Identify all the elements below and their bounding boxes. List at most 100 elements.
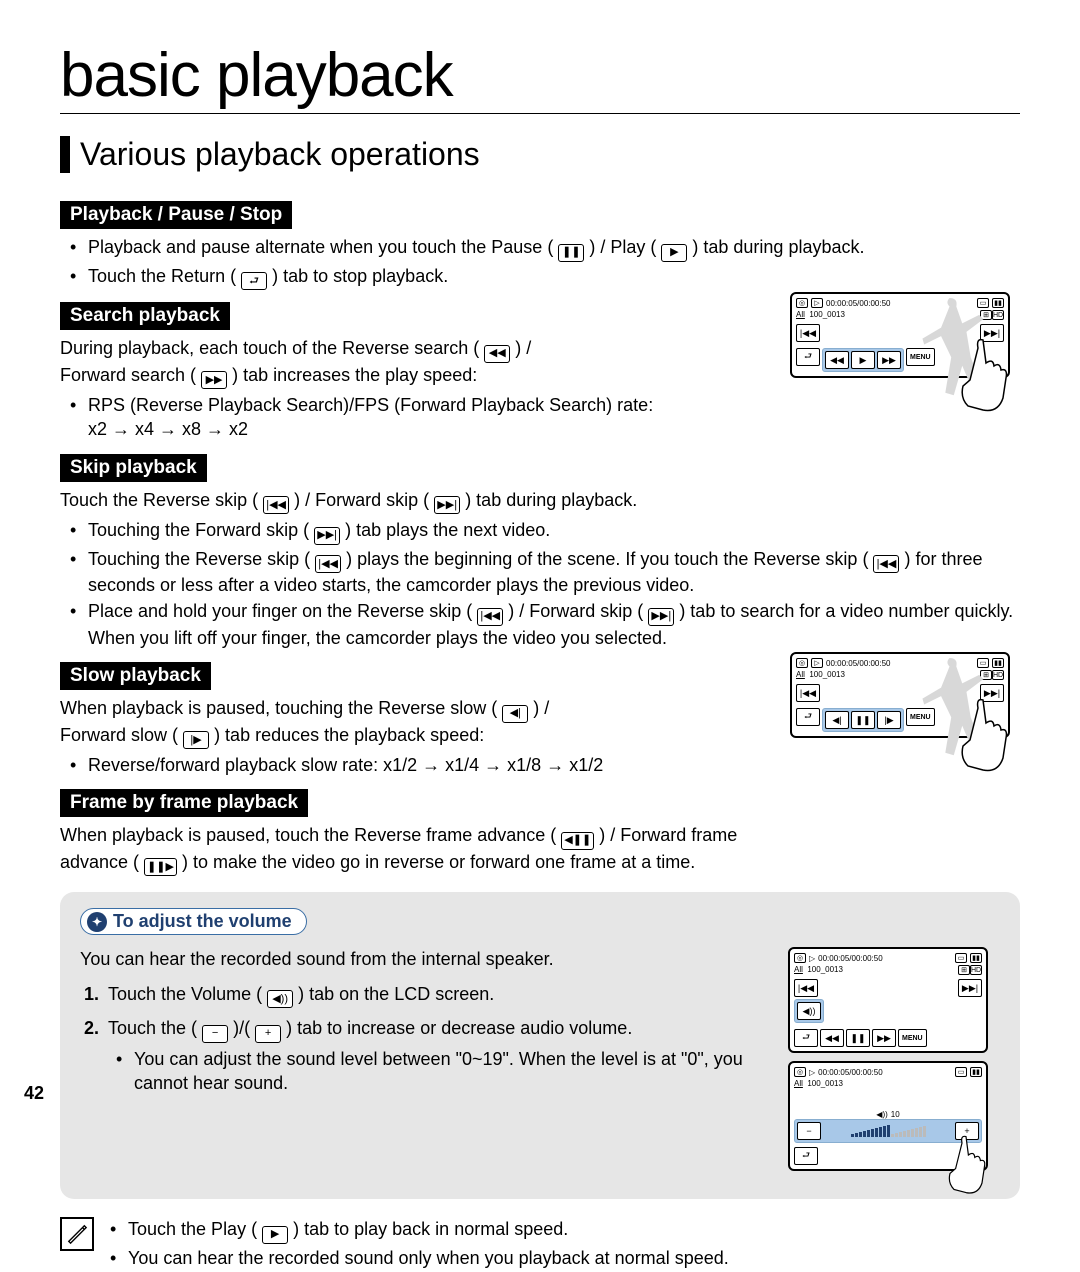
slow-bullet-1: Reverse/forward playback slow rate: x1/2…	[88, 753, 772, 777]
skip-intro: Touch the Reverse skip ( |◀◀ ) / Forward…	[60, 488, 772, 515]
lcd-return-button[interactable]: ⮐	[794, 1147, 818, 1165]
pause-icon: ❚❚	[558, 244, 584, 262]
note-bullet-1: Touch the Play ( ▶ ) tab to play back in…	[128, 1217, 729, 1244]
lcd-time: 00:00:05/00:00:50	[818, 1068, 883, 1077]
vol-readout: ◀))10	[794, 1110, 982, 1119]
reverse-frame-icon: ◀❚❚	[561, 832, 594, 850]
note-row: Touch the Play ( ▶ ) tab to play back in…	[60, 1217, 1020, 1272]
lcd-menu-button[interactable]: MENU	[898, 1029, 927, 1047]
lcd-vol-minus-button[interactable]: −	[797, 1122, 821, 1140]
battery-icon: ▮▮	[970, 1067, 982, 1077]
card-icon: ▭	[955, 1067, 967, 1077]
lcd-rev-search-button[interactable]: ◀◀	[825, 351, 849, 369]
forward-slow-icon: |▶	[183, 731, 209, 749]
skip-bullet-2: Touching the Reverse skip ( |◀◀ ) plays …	[88, 547, 1020, 598]
lcd-search: ◎▷00:00:05/00:00:50 ▭▮▮ All 100_0013⊞HD …	[790, 292, 1010, 378]
reverse-skip-icon: |◀◀	[315, 555, 341, 573]
lcd-return-button[interactable]: ⮐	[794, 1029, 818, 1047]
playpause-bullet-2: Touch the Return ( ⮐ ) tab to stop playb…	[88, 264, 1020, 291]
lcd-rev-search-button[interactable]: ◀◀	[820, 1029, 844, 1047]
lcd-file: 100_0013	[809, 670, 845, 679]
volume-step-2: Touch the ( − )/( + ) tab to increase or…	[108, 1016, 770, 1095]
reverse-search-icon: ◀◀	[484, 345, 510, 363]
subheader-frame: Frame by frame playback	[60, 789, 308, 817]
lcd-prev-button[interactable]: |◀◀	[796, 684, 820, 702]
note-bullets: Touch the Play ( ▶ ) tab to play back in…	[108, 1217, 729, 1272]
lcd-fwd-search-button[interactable]: ▶▶	[872, 1029, 896, 1047]
page-number: 42	[24, 1083, 44, 1104]
frame-text: When playback is paused, touch the Rever…	[60, 823, 772, 876]
card-icon: ▭	[955, 953, 967, 963]
volume-title: To adjust the volume	[113, 911, 292, 932]
plus-icon: +	[255, 1025, 281, 1043]
play-box-icon: ▶	[262, 1226, 288, 1244]
volume-icon: ◀))	[267, 990, 293, 1008]
skip-bullets: Touching the Forward skip ( ▶▶| ) tab pl…	[60, 518, 1020, 650]
lcd-prev-button[interactable]: |◀◀	[796, 324, 820, 342]
subheader-playpause: Playback / Pause / Stop	[60, 201, 292, 229]
forward-skip-icon: ▶▶|	[314, 527, 340, 545]
subheader-search: Search playback	[60, 302, 230, 330]
lcd-play-button[interactable]: ▶	[851, 351, 875, 369]
lcd-highlight-group: ◀| ❚❚ |▶	[822, 708, 904, 732]
search-bullets: RPS (Reverse Playback Search)/FPS (Forwa…	[60, 393, 772, 442]
hand-pointer-icon	[948, 698, 1018, 778]
battery-icon: ▮▮	[970, 953, 982, 963]
reverse-slow-icon: ◀|	[502, 705, 528, 723]
cam-icon: ◎	[794, 1067, 806, 1077]
volume-bar	[851, 1125, 926, 1137]
cam-icon: ◎	[796, 298, 808, 308]
search-text: During playback, each touch of the Rever…	[60, 336, 772, 389]
cam-icon: ◎	[794, 953, 806, 963]
forward-skip-icon: ▶▶|	[648, 608, 674, 626]
lcd-volume-button[interactable]: ◀))	[797, 1002, 821, 1020]
lcd-time: 00:00:05/00:00:50	[818, 954, 883, 963]
lcd-next-button[interactable]: ▶▶|	[958, 979, 982, 997]
volume-intro: You can hear the recorded sound from the…	[80, 947, 770, 971]
play-status-icon: ▷	[811, 298, 823, 308]
slow-bullets: Reverse/forward playback slow rate: x1/2…	[60, 753, 772, 777]
lcd-file: 100_0013	[809, 310, 845, 319]
lcd-volume-1: ◎▷00:00:05/00:00:50 ▭▮▮ All 100_0013⊞HD …	[788, 947, 988, 1053]
cam-icon: ◎	[796, 658, 808, 668]
subheader-skip: Skip playback	[60, 454, 207, 482]
page-title: basic playback	[60, 40, 1020, 114]
lcd-time: 00:00:05/00:00:50	[826, 659, 891, 668]
note-icon	[60, 1217, 94, 1251]
hand-pointer-icon	[938, 1135, 994, 1199]
play-icon: ▶	[661, 244, 687, 262]
volume-box: ✦ To adjust the volume You can hear the …	[60, 892, 1020, 1199]
volume-step-2-sub: You can adjust the sound level between "…	[134, 1047, 770, 1096]
note-bullet-2: You can hear the recorded sound only whe…	[128, 1246, 729, 1270]
volume-step-1: Touch the Volume ( ◀)) ) tab on the LCD …	[108, 982, 770, 1009]
subheader-slow: Slow playback	[60, 662, 211, 690]
forward-search-icon: ▶▶	[201, 371, 227, 389]
lcd-return-button[interactable]: ⮐	[796, 708, 820, 726]
play-status-icon: ▷	[811, 658, 823, 668]
lcd-slow: ◎▷00:00:05/00:00:50 ▭▮▮ All 100_0013⊞HD …	[790, 652, 1010, 738]
volume-title-pill: ✦ To adjust the volume	[80, 908, 307, 935]
lcd-volume-2: ◎▷00:00:05/00:00:50 ▭▮▮ All 100_0013 ◀))…	[788, 1061, 988, 1171]
volume-steps: Touch the Volume ( ◀)) ) tab on the LCD …	[80, 982, 770, 1096]
return-icon: ⮐	[241, 272, 267, 290]
lcd-return-button[interactable]: ⮐	[796, 348, 820, 366]
reverse-skip-icon: |◀◀	[477, 608, 503, 626]
lcd-prev-button[interactable]: |◀◀	[794, 979, 818, 997]
skip-bullet-1: Touching the Forward skip ( ▶▶| ) tab pl…	[88, 518, 1020, 545]
lcd-time: 00:00:05/00:00:50	[826, 299, 891, 308]
playpause-bullet-1: Playback and pause alternate when you to…	[88, 235, 1020, 262]
lcd-highlight-group: ◀◀ ▶ ▶▶	[822, 348, 904, 372]
hand-pointer-icon	[948, 338, 1018, 418]
forward-skip-icon: ▶▶|	[434, 496, 460, 514]
lcd-fwd-slow-button[interactable]: |▶	[877, 711, 901, 729]
lcd-pause-button[interactable]: ❚❚	[851, 711, 875, 729]
magnifier-icon: ✦	[87, 912, 107, 932]
playpause-bullets: Playback and pause alternate when you to…	[60, 235, 1020, 290]
lcd-pause-button[interactable]: ❚❚	[846, 1029, 870, 1047]
search-bullet-1: RPS (Reverse Playback Search)/FPS (Forwa…	[88, 393, 772, 442]
section-title: Various playback operations	[60, 136, 1020, 173]
minus-icon: −	[202, 1025, 228, 1043]
reverse-skip-icon: |◀◀	[263, 496, 289, 514]
lcd-fwd-search-button[interactable]: ▶▶	[877, 351, 901, 369]
lcd-rev-slow-button[interactable]: ◀|	[825, 711, 849, 729]
